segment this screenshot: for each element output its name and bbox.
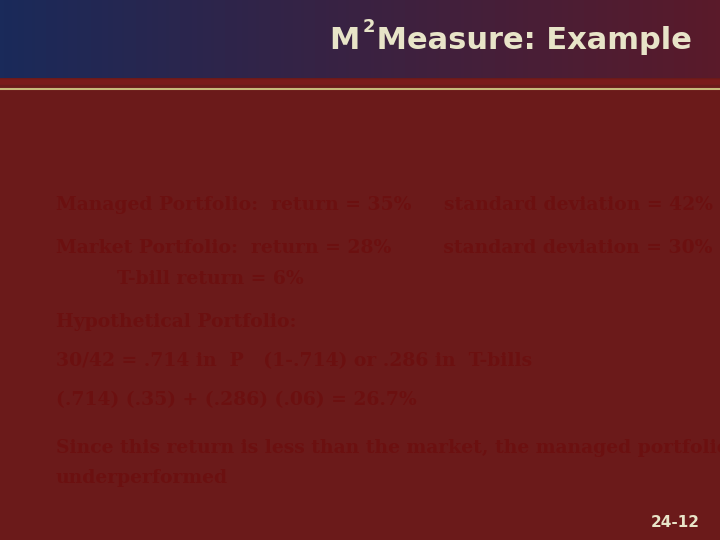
Text: 30/42 = .714 in  P   (1-.714) or .286 in  T-bills: 30/42 = .714 in P (1-.714) or .286 in T-… bbox=[55, 352, 532, 370]
Text: M: M bbox=[330, 26, 360, 55]
Text: Market Portfolio:  return = 28%        standard deviation = 30%: Market Portfolio: return = 28% standard … bbox=[55, 239, 712, 258]
Text: 24-12: 24-12 bbox=[651, 515, 700, 530]
Text: (.714) (.35) + (.286) (.06) = 26.7%: (.714) (.35) + (.286) (.06) = 26.7% bbox=[55, 391, 416, 409]
Text: 2: 2 bbox=[362, 18, 374, 36]
Text: Measure: Example: Measure: Example bbox=[366, 26, 692, 55]
Text: Since this return is less than the market, the managed portfolio: Since this return is less than the marke… bbox=[55, 439, 720, 457]
Text: underperformed: underperformed bbox=[55, 469, 228, 487]
Text: Hypothetical Portfolio:: Hypothetical Portfolio: bbox=[55, 313, 296, 331]
Text: T-bill return = 6%: T-bill return = 6% bbox=[117, 270, 304, 288]
Text: Managed Portfolio:  return = 35%     standard deviation = 42%: Managed Portfolio: return = 35% standard… bbox=[55, 196, 713, 214]
